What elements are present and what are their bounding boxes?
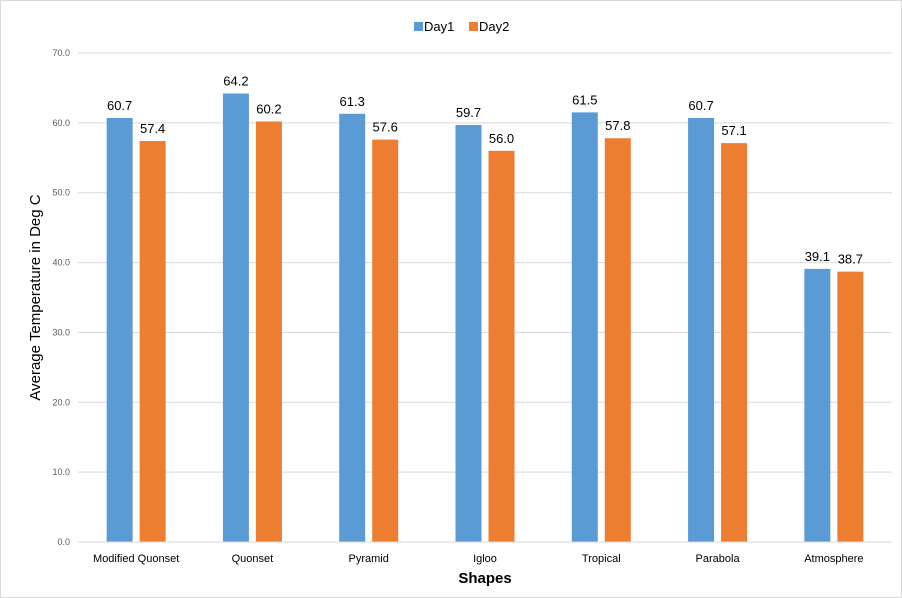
x-axis-categories: Modified Quonset Quonset Pyramid Igloo Tropi… xyxy=(93,553,863,565)
legend-label: Day1 xyxy=(424,19,454,34)
y-tick-label: 30.0 xyxy=(52,327,70,337)
bars xyxy=(106,93,864,543)
data-label: 38.7 xyxy=(838,252,863,267)
legend-swatch xyxy=(469,22,478,31)
data-label: 57.6 xyxy=(373,120,398,135)
bar-day2 xyxy=(604,138,631,542)
bar-day1 xyxy=(455,124,482,543)
data-label: 56.0 xyxy=(489,131,514,146)
bar-day2 xyxy=(372,139,399,542)
data-labels: 60.7 57.4 64.2 60.2 61.3 57.6 59.7 56.0 61.5 57.8… xyxy=(107,74,863,267)
data-label: 64.2 xyxy=(223,74,248,89)
data-label: 59.7 xyxy=(456,105,481,120)
gridlines xyxy=(78,52,892,473)
data-label: 61.5 xyxy=(572,92,597,107)
data-label: 60.7 xyxy=(688,98,713,113)
y-tick-label: 0.0 xyxy=(57,537,70,547)
x-category-label: Atmosphere xyxy=(804,553,863,565)
bar-day2 xyxy=(255,121,282,543)
x-category-label: Quonset xyxy=(232,553,274,565)
bar-day2 xyxy=(488,150,515,543)
data-label: 61.3 xyxy=(340,94,365,109)
bar-day1 xyxy=(106,117,133,543)
bar-day2 xyxy=(721,143,748,542)
legend: Day1 Day2 xyxy=(414,19,509,34)
y-tick-label: 60.0 xyxy=(52,118,70,128)
y-tick-label: 10.0 xyxy=(52,467,70,477)
data-label: 57.4 xyxy=(140,121,165,136)
data-label: 57.8 xyxy=(605,118,630,133)
bar-day1 xyxy=(571,112,598,542)
data-label: 60.2 xyxy=(256,101,281,116)
x-category-label: Pyramid xyxy=(349,553,389,565)
x-category-label: Parabola xyxy=(696,553,741,565)
data-label: 57.1 xyxy=(721,123,746,138)
bar-day2 xyxy=(837,271,864,542)
bar-day1 xyxy=(688,117,715,543)
bar-day1 xyxy=(339,113,366,543)
data-label: 60.7 xyxy=(107,98,132,113)
x-category-label: Tropical xyxy=(582,553,621,565)
data-label: 39.1 xyxy=(805,249,830,264)
x-category-label: Igloo xyxy=(473,553,497,565)
legend-label: Day2 xyxy=(479,19,509,34)
y-axis-title: Average Temperature in Deg C xyxy=(27,194,44,400)
bar-day1 xyxy=(222,93,249,542)
y-axis-ticks: 0.0 10.0 20.0 30.0 40.0 50.0 60.0 70.0 xyxy=(52,48,70,547)
legend-swatch xyxy=(414,22,423,31)
y-tick-label: 70.0 xyxy=(52,48,70,58)
bar-day2 xyxy=(139,141,166,542)
bar-day1 xyxy=(804,268,831,542)
x-category-label: Modified Quonset xyxy=(93,553,179,565)
x-axis-title: Shapes xyxy=(458,570,511,587)
y-tick-label: 50.0 xyxy=(52,188,70,198)
y-tick-label: 40.0 xyxy=(52,258,70,268)
y-tick-label: 20.0 xyxy=(52,397,70,407)
